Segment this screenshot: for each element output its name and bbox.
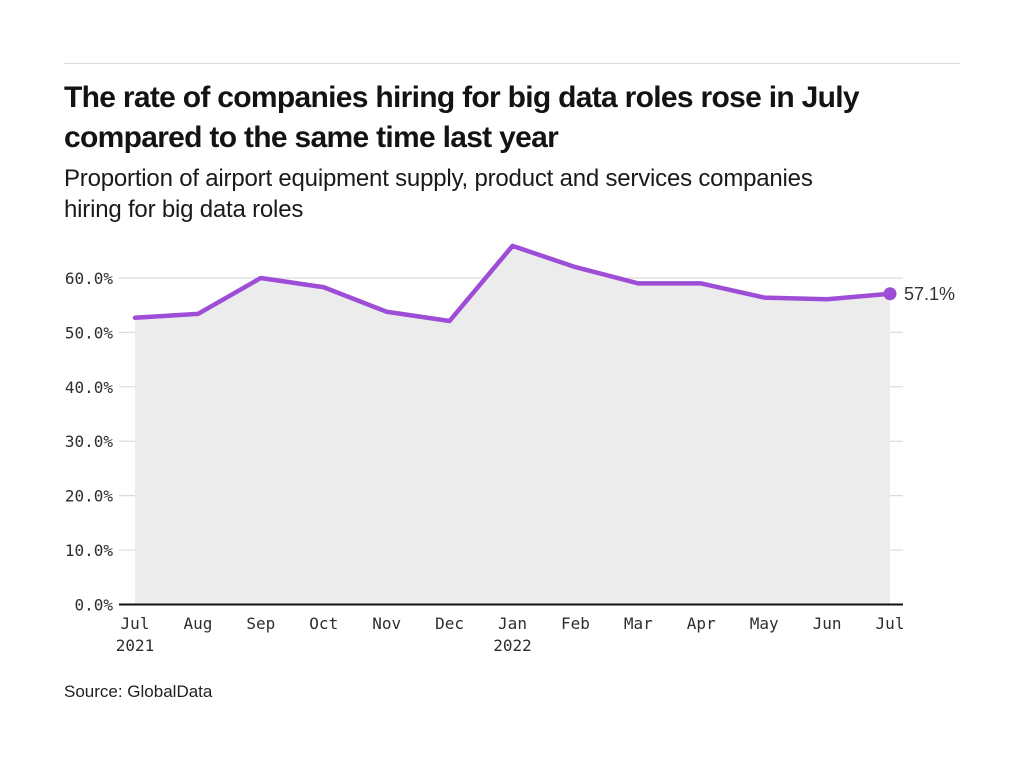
chart-title-line2: compared to the same time last year <box>64 121 559 154</box>
x-tick-label: Jul <box>121 614 150 633</box>
x-tick-label: Feb <box>561 614 590 633</box>
x-tick-label: Dec <box>435 614 464 633</box>
x-year-label: 2022 <box>493 636 532 655</box>
x-tick-label: Jul <box>876 614 905 633</box>
area-fill <box>135 245 891 605</box>
chart-title: The rate of companies hiring for big dat… <box>64 78 974 158</box>
y-tick-label: 30.0% <box>65 432 114 451</box>
y-tick-label: 20.0% <box>65 487 114 506</box>
last-point-dot <box>883 287 897 301</box>
x-tick-label: Apr <box>687 614 716 633</box>
y-tick-label: 60.0% <box>65 269 114 288</box>
x-tick-label: Aug <box>183 614 212 633</box>
chart-subtitle-line1: Proportion of airport equipment supply, … <box>64 165 813 192</box>
value-annotation: 57.1% <box>904 284 955 304</box>
x-year-label: 2021 <box>116 636 155 655</box>
chart-subtitle: Proportion of airport equipment supply, … <box>64 163 974 225</box>
x-tick-label: Jun <box>813 614 842 633</box>
y-tick-label: 50.0% <box>65 323 114 342</box>
y-tick-label: 10.0% <box>65 541 114 560</box>
x-tick-label: Nov <box>372 614 401 633</box>
source-label: Source: GlobalData <box>64 682 213 701</box>
x-tick-label: Mar <box>624 614 653 633</box>
y-tick-label: 40.0% <box>65 378 114 397</box>
x-tick-label: Sep <box>246 614 275 633</box>
top-divider <box>64 63 960 64</box>
x-tick-label: May <box>750 614 779 633</box>
trend-line <box>132 243 893 324</box>
chart-title-line1: The rate of companies hiring for big dat… <box>64 81 860 114</box>
x-tick-label: Jan <box>498 614 527 633</box>
x-tick-label: Oct <box>309 614 338 633</box>
chart-subtitle-line2: hiring for big data roles <box>64 196 304 223</box>
y-tick-label: 0.0% <box>74 596 113 615</box>
